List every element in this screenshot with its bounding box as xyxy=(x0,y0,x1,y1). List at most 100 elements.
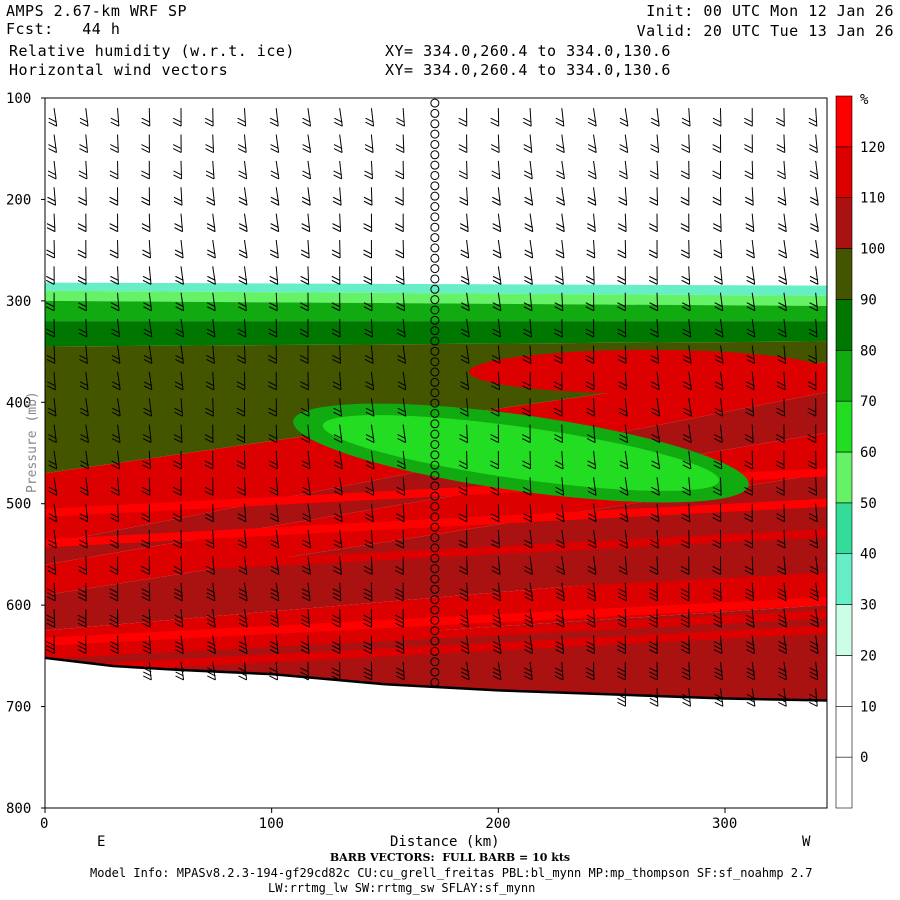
barb-flag xyxy=(648,249,658,255)
barb-flag xyxy=(268,438,278,444)
barb-flag xyxy=(778,302,787,308)
barb-staff xyxy=(815,160,819,179)
barb-flag xyxy=(363,588,373,594)
barb-flag xyxy=(79,355,88,360)
barb-flag xyxy=(363,302,373,308)
barb-flag xyxy=(78,200,87,206)
barb-staff xyxy=(593,398,596,417)
barb-flag xyxy=(111,385,121,391)
barb-flag xyxy=(204,438,214,444)
barb-flag xyxy=(174,385,184,391)
barb-flag xyxy=(237,144,247,149)
barb-flag xyxy=(269,121,279,127)
barb-flag xyxy=(205,174,215,180)
barb-flag xyxy=(807,381,817,387)
barb-staff xyxy=(529,477,532,496)
barb-flag xyxy=(777,588,787,594)
barb-flag xyxy=(236,411,245,417)
barb-flag xyxy=(301,460,311,466)
barb-flag xyxy=(365,490,374,496)
barb-flag xyxy=(587,596,596,602)
barb-flag xyxy=(460,614,469,620)
barb-flag xyxy=(712,117,722,123)
barb-staff xyxy=(593,160,597,179)
barb-flag xyxy=(809,649,819,655)
calm-wind-circle xyxy=(430,533,440,543)
barb-flag xyxy=(395,614,404,620)
barb-flag xyxy=(395,174,404,180)
barb-flag xyxy=(745,407,754,413)
barb-flag xyxy=(617,645,626,651)
barb-flag xyxy=(175,649,184,655)
barb-flag xyxy=(777,328,787,334)
barb-flag xyxy=(173,200,183,206)
barb-staff xyxy=(656,503,660,522)
barb-flag xyxy=(777,200,787,206)
barb-flag xyxy=(523,539,533,545)
barb-flag xyxy=(332,622,341,628)
barb-flag xyxy=(492,227,501,233)
barb-flag xyxy=(713,641,723,647)
barb-staff xyxy=(719,609,722,628)
barb-flag xyxy=(332,223,341,229)
barb-flag xyxy=(46,227,56,233)
barb-flag xyxy=(47,566,57,571)
barb-flag xyxy=(522,381,531,387)
barb-flag xyxy=(363,253,372,259)
barb-flag xyxy=(141,121,150,127)
barb-flag xyxy=(777,596,787,602)
barb-flag xyxy=(47,174,57,180)
barb-flag xyxy=(143,328,153,334)
barb-flag xyxy=(777,570,786,575)
barb-flag xyxy=(331,249,341,255)
barb-flag xyxy=(141,170,150,176)
barb-staff xyxy=(307,187,311,206)
barb-staff xyxy=(212,530,215,549)
barb-flag xyxy=(173,434,183,440)
barb-flag xyxy=(556,200,565,206)
barb-staff xyxy=(85,556,88,575)
barb-flag xyxy=(587,144,597,149)
barb-staff xyxy=(180,556,183,575)
barb-flag xyxy=(618,200,627,206)
barb-flag xyxy=(109,223,118,229)
barb-staff xyxy=(624,134,629,153)
barb-flag xyxy=(238,543,247,549)
barb-flag xyxy=(302,170,311,176)
barb-staff xyxy=(180,582,183,601)
barb-flag xyxy=(331,253,341,259)
barb-flag xyxy=(141,117,150,123)
barb-flag xyxy=(397,407,407,413)
barb-flag xyxy=(586,438,596,444)
barb-flag xyxy=(681,302,691,308)
calm-wind-circle xyxy=(430,677,440,687)
barb-flag xyxy=(363,675,373,681)
barb-flag xyxy=(207,302,216,308)
barb-flag xyxy=(204,464,214,470)
rh-streak-3 xyxy=(45,564,827,614)
barb-flag xyxy=(712,517,721,523)
barb-flag xyxy=(713,253,722,259)
barb-staff xyxy=(719,477,722,496)
barb-flag xyxy=(172,121,182,127)
barb-flag xyxy=(650,385,660,391)
barb-flag xyxy=(808,517,818,523)
barb-flag xyxy=(110,144,119,149)
barb-flag xyxy=(585,667,595,673)
rh-band-0 xyxy=(45,282,827,296)
barb-staff xyxy=(815,108,818,127)
barb-flag xyxy=(331,671,341,677)
barb-staff xyxy=(593,530,597,549)
barb-flag xyxy=(810,588,819,594)
barb-flag xyxy=(587,170,597,176)
barb-flag xyxy=(111,359,121,364)
barb-legend: BARB VECTORS: FULL BARB = 10 kts xyxy=(329,851,571,864)
barb-flag xyxy=(649,667,658,673)
barb-flag xyxy=(524,622,533,628)
barb-flag xyxy=(524,592,533,598)
barb-staff xyxy=(85,292,87,311)
barb-flag xyxy=(268,332,277,338)
barb-staff xyxy=(561,503,565,522)
barb-staff xyxy=(339,609,341,628)
barb-flag xyxy=(331,279,341,285)
